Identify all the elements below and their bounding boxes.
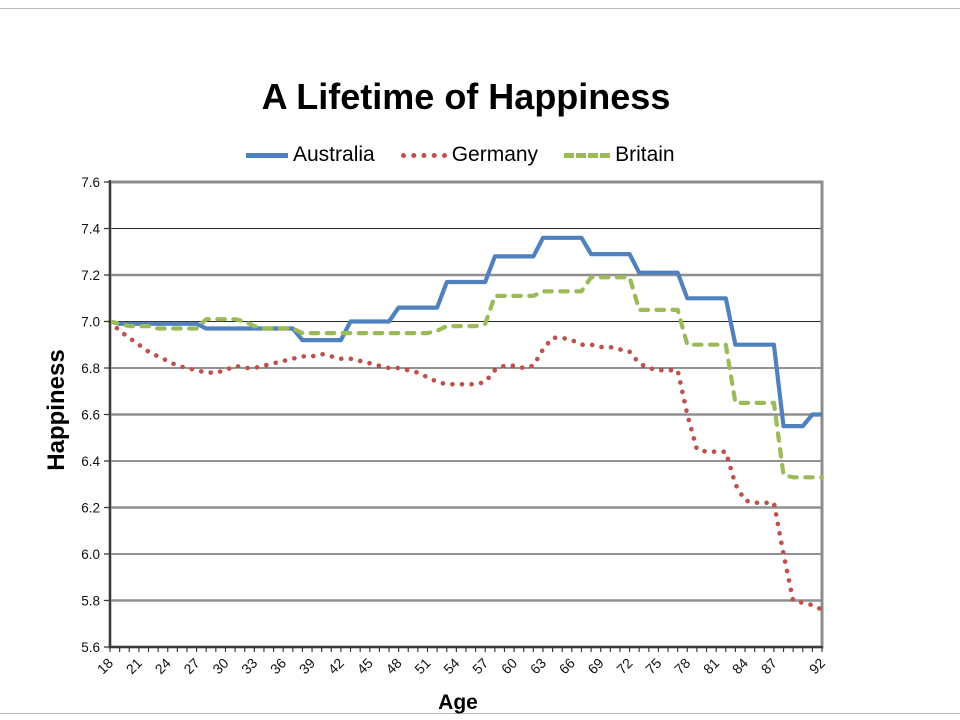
y-tick-label-6.8: 6.8 <box>81 361 100 376</box>
x-tick-label-69: 69 <box>584 655 606 677</box>
top-edge-rule <box>0 8 960 9</box>
legend-item-australia: Australia <box>246 143 375 167</box>
x-tick-label-45: 45 <box>354 655 376 677</box>
x-tick-label-72: 72 <box>613 655 635 677</box>
legend-item-britain: Britain <box>564 143 675 167</box>
x-tick-label-51: 51 <box>411 655 433 677</box>
y-tick-label-7.6: 7.6 <box>81 175 100 190</box>
bottom-edge-rule <box>0 713 960 714</box>
legend-label-australia: Australia <box>293 143 375 166</box>
y-tick-label-6.4: 6.4 <box>81 454 100 469</box>
y-tick-label-7.0: 7.0 <box>81 315 100 330</box>
x-tick-label-42: 42 <box>325 655 347 677</box>
y-tick-label-6.2: 6.2 <box>81 501 100 516</box>
x-axis-title: Age <box>438 691 478 714</box>
x-tick-label-48: 48 <box>382 655 404 677</box>
x-tick-label-24: 24 <box>152 655 174 677</box>
legend: Australia Germany Britain <box>246 140 675 170</box>
x-tick-label-81: 81 <box>700 655 722 677</box>
chart-title: A Lifetime of Happiness <box>261 76 671 117</box>
y-tick-label-6.6: 6.6 <box>81 408 100 423</box>
y-tick-label-6.0: 6.0 <box>81 547 100 562</box>
australia-line-sample-icon <box>246 152 288 158</box>
x-tick-label-63: 63 <box>527 655 549 677</box>
x-tick-label-30: 30 <box>209 655 231 677</box>
x-tick-label-87: 87 <box>758 655 780 677</box>
x-tick-label-54: 54 <box>440 655 462 677</box>
x-tick-label-84: 84 <box>729 655 751 677</box>
x-tick-label-60: 60 <box>498 655 520 677</box>
x-tick-label-33: 33 <box>238 655 260 677</box>
x-tick-label-27: 27 <box>180 655 202 677</box>
legend-item-germany: Germany <box>400 143 539 167</box>
germany-line-sample-icon <box>400 152 447 158</box>
legend-label-britain: Britain <box>615 143 675 166</box>
y-tick-label-7.2: 7.2 <box>81 268 100 283</box>
x-tick-label-21: 21 <box>123 655 145 677</box>
y-tick-label-5.8: 5.8 <box>81 594 100 609</box>
x-tick-label-39: 39 <box>296 655 318 677</box>
x-tick-label-36: 36 <box>267 655 289 677</box>
legend-label-germany: Germany <box>451 143 539 166</box>
x-tick-label-92: 92 <box>806 655 828 677</box>
series-line-britain <box>107 275 825 480</box>
britain-line-sample-icon <box>564 152 611 158</box>
x-tick-label-78: 78 <box>671 655 693 677</box>
x-tick-label-75: 75 <box>642 655 664 677</box>
series-line-australia <box>109 235 822 429</box>
y-tick-label-5.6: 5.6 <box>81 640 100 655</box>
y-tick-label-7.4: 7.4 <box>81 222 100 237</box>
x-tick-label-18: 18 <box>94 655 116 677</box>
series-line-germany <box>107 319 825 613</box>
x-tick-label-66: 66 <box>556 655 578 677</box>
x-tick-label-57: 57 <box>469 655 491 677</box>
